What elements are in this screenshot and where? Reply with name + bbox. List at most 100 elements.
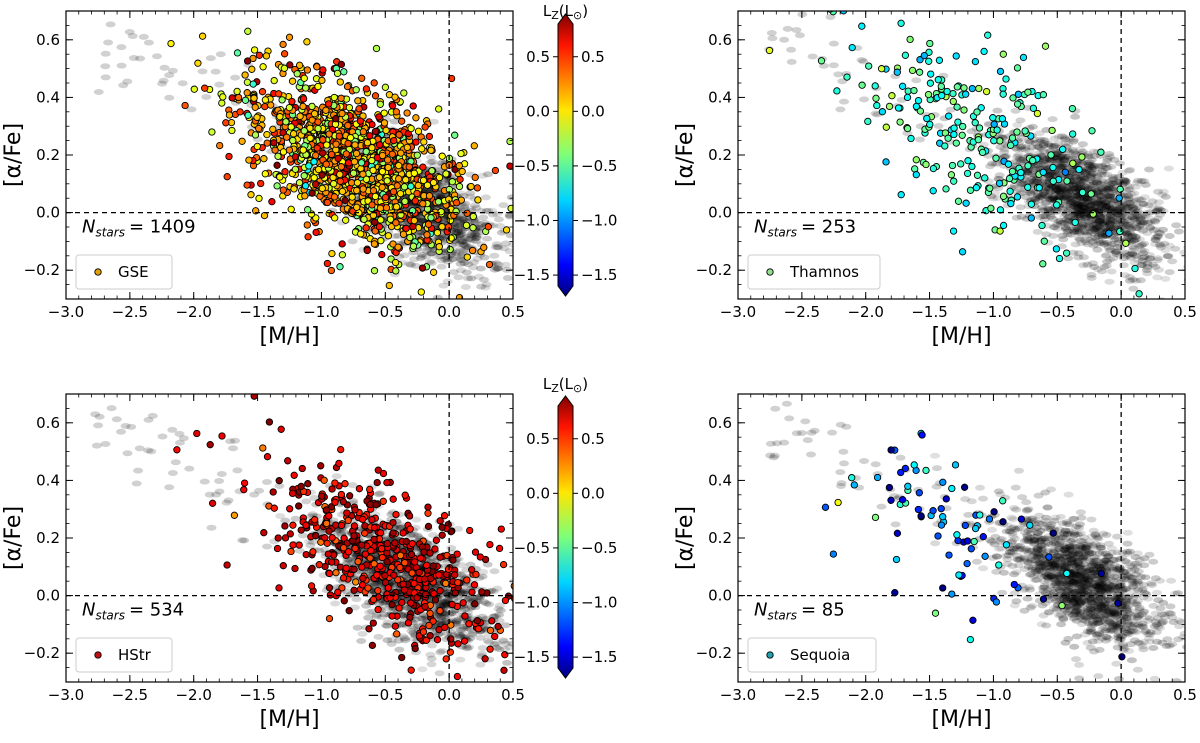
density-cell [1059, 161, 1070, 168]
density-cell [1147, 198, 1158, 205]
star-point [418, 145, 426, 153]
star-point [260, 211, 269, 220]
legend-marker [94, 268, 102, 276]
density-cell [1136, 222, 1146, 229]
density-cell [416, 251, 427, 258]
star-point [255, 51, 264, 59]
y-tick-label: −0.2 [696, 261, 732, 279]
density-cell [1083, 153, 1094, 160]
density-cell [1054, 189, 1065, 196]
density-cell [1088, 184, 1099, 190]
star-point [999, 221, 1008, 230]
density-cell [1107, 225, 1117, 231]
density-cell [1132, 225, 1142, 231]
star-point [1039, 168, 1047, 176]
density-cell [116, 62, 127, 69]
density-cell [1053, 133, 1064, 140]
star-point [233, 49, 242, 57]
density-cell [1042, 193, 1053, 200]
density-cell [1153, 205, 1164, 212]
star-point [467, 182, 475, 191]
y-axis-label: [α/Fe] [673, 123, 698, 187]
density-cell [468, 218, 479, 225]
density-cell [1108, 255, 1119, 262]
density-cell [409, 256, 420, 263]
star-point [369, 166, 377, 174]
density-cell [1119, 203, 1130, 210]
star-point [964, 157, 972, 165]
density-cell [1152, 207, 1163, 214]
density-cell [492, 265, 503, 272]
density-cell [1138, 200, 1149, 207]
density-cell [1111, 218, 1121, 225]
star-point [848, 43, 856, 52]
density-cell [450, 250, 461, 257]
star-point [458, 167, 466, 176]
density-cell [1076, 240, 1087, 247]
density-cell [1069, 193, 1080, 200]
density-cell [1075, 180, 1086, 187]
star-point [381, 193, 390, 202]
density-cell [1100, 203, 1111, 210]
star-point [384, 156, 392, 164]
density-cell [1092, 224, 1102, 231]
density-cell [1089, 230, 1100, 237]
star-point [253, 142, 261, 151]
density-cell [1123, 167, 1134, 174]
density-cell [1055, 184, 1066, 191]
density-cell [1054, 157, 1065, 163]
star-point [448, 178, 456, 186]
density-cell [1073, 205, 1084, 212]
star-point [410, 169, 418, 177]
density-cell [1125, 200, 1136, 207]
density-cell [1052, 187, 1063, 194]
density-cell [498, 202, 509, 209]
density-cell [475, 221, 486, 228]
density-cell [1105, 220, 1116, 227]
star-point [941, 142, 949, 150]
density-cell [201, 94, 212, 100]
density-cell [421, 247, 432, 254]
density-cell [1047, 194, 1058, 201]
star-point [388, 150, 396, 158]
density-cell [1173, 228, 1184, 235]
density-cell [1139, 253, 1150, 260]
density-cell [1063, 153, 1074, 160]
density-cell [389, 118, 400, 125]
density-cell [466, 235, 477, 242]
star-point [305, 162, 313, 170]
density-cell [1035, 144, 1045, 151]
star-point [1005, 174, 1014, 183]
density-cell [1129, 190, 1140, 197]
density-cell [479, 254, 490, 261]
star-point [402, 224, 410, 233]
star-point [950, 124, 958, 132]
star-point [1007, 199, 1015, 208]
density-cell [1109, 207, 1120, 214]
star-point [241, 71, 249, 79]
star-point [1024, 88, 1032, 96]
density-cell [1089, 166, 1100, 173]
density-cell [1038, 136, 1049, 143]
density-cell [1077, 224, 1088, 231]
star-point [975, 124, 984, 132]
density-cell [492, 243, 503, 250]
density-cell [1186, 264, 1196, 270]
x-axis-label: [M/H] [259, 324, 319, 349]
star-point [1041, 42, 1050, 50]
star-point [877, 65, 886, 73]
star-point [225, 111, 234, 119]
density-cell [1024, 148, 1035, 155]
density-cell [186, 106, 197, 113]
star-point [375, 173, 384, 181]
density-cell [453, 248, 464, 255]
density-cell [1124, 229, 1135, 236]
star-point [312, 151, 320, 160]
star-point [338, 251, 347, 259]
star-point [484, 223, 492, 231]
panel-thamnos: −3.0 −2.5 −2.0 −1.5 −1.0 −0.5 0.0 0.5 −0.20.00.… [673, 10, 1197, 349]
star-point [414, 181, 422, 190]
density-cell [1150, 236, 1161, 243]
star-point [427, 214, 435, 222]
